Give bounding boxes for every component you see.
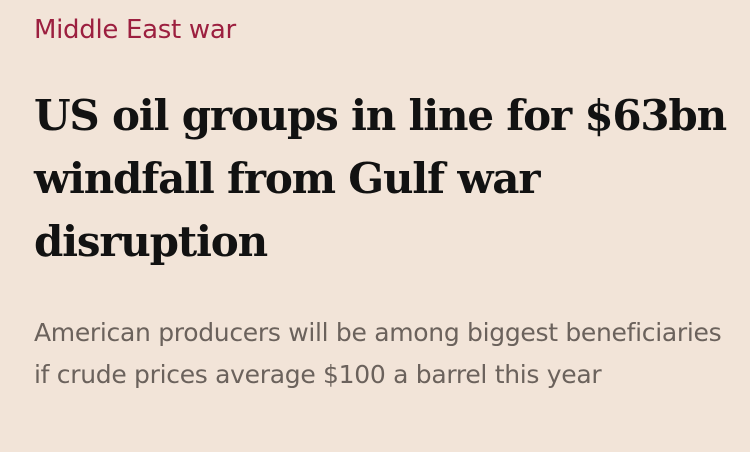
standfirst: American producers will be among biggest… xyxy=(34,318,722,389)
topic-link[interactable]: Middle East war xyxy=(34,15,236,45)
headline[interactable]: US oil groups in line for $63bn windfall… xyxy=(34,91,727,266)
